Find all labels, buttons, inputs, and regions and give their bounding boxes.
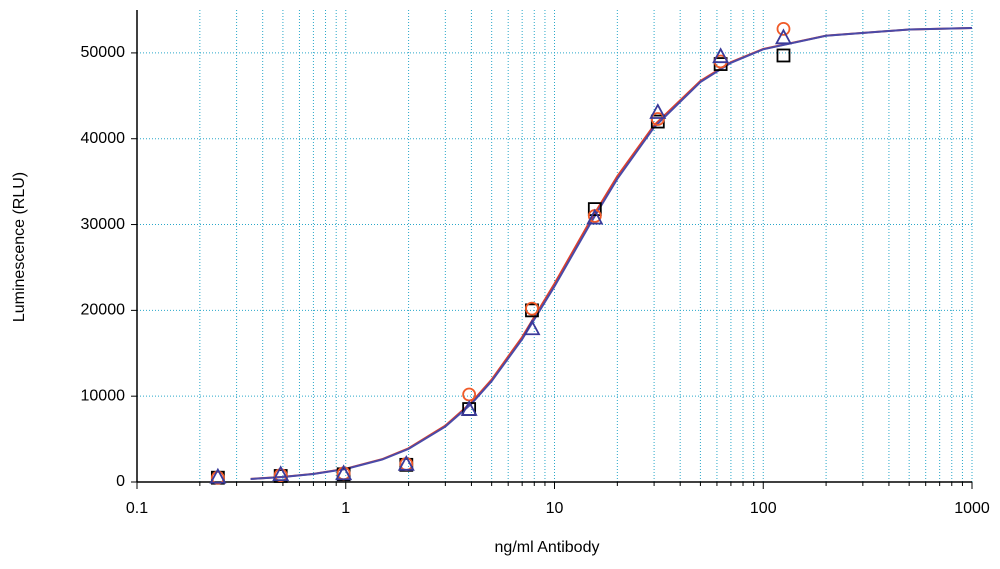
y-tick-label: 20000	[81, 302, 126, 319]
triangle-marker	[335, 464, 353, 481]
circle-marker	[650, 112, 665, 126]
y-tick-label: 40000	[81, 130, 126, 147]
y-tick-label: 10000	[81, 387, 126, 404]
circle-marker	[525, 301, 539, 316]
x-tick-label: 1	[341, 500, 350, 517]
x-tick-label: 10	[546, 500, 564, 517]
y-tick-label: 30000	[81, 216, 126, 233]
fit-curve	[250, 27, 973, 480]
circle-marker	[210, 470, 225, 485]
triangle-marker	[272, 465, 290, 482]
triangle-marker	[460, 400, 478, 416]
triangle-marker	[712, 47, 730, 64]
triangle-marker	[649, 103, 667, 119]
triangle-marker	[523, 319, 541, 336]
y-tick-label: 0	[116, 473, 125, 490]
triangle-marker	[774, 28, 792, 45]
triangle-marker	[397, 454, 415, 471]
square-marker	[776, 48, 791, 63]
square-marker	[587, 202, 602, 216]
x-tick-label: 0.1	[126, 500, 148, 517]
fit-curve	[250, 27, 973, 480]
x-axis-label: ng/ml Antibody	[495, 539, 600, 556]
circle-marker	[462, 387, 477, 402]
x-tick-label: 100	[750, 500, 777, 517]
y-tick-label: 50000	[81, 44, 126, 61]
y-axis-label: Luminescence (RLU)	[11, 172, 28, 322]
circle-marker	[776, 21, 791, 36]
circle-marker	[273, 468, 288, 483]
triangle-marker	[209, 467, 227, 484]
triangle-marker	[586, 208, 604, 225]
x-tick-label: 1000	[954, 500, 990, 517]
